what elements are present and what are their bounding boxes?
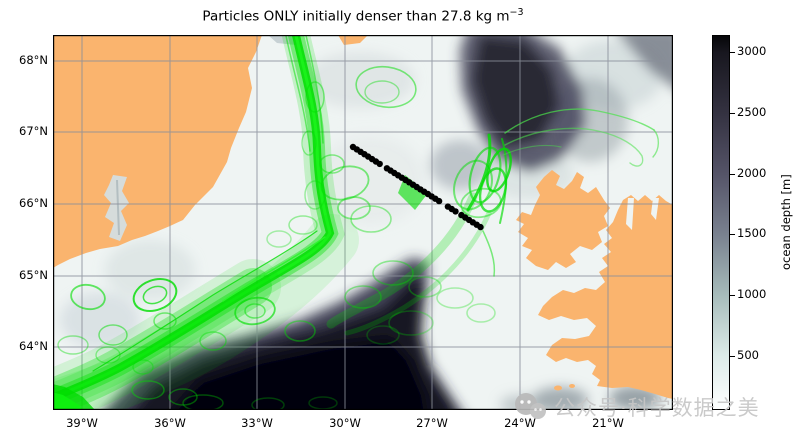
x-tick-24w: 24°W: [504, 416, 536, 430]
map-plot: [53, 35, 673, 410]
colorbar-tick: [730, 113, 735, 115]
x-tick-33w: 33°W: [241, 416, 273, 430]
title-superscript: −3: [509, 7, 524, 18]
y-tick-66n: 66°N: [19, 196, 48, 210]
greenland-landmass: [53, 35, 368, 268]
colorbar-tick: [730, 174, 735, 176]
colorbar-tick-1500: 1500: [737, 226, 767, 240]
iceland-landmass: [516, 170, 673, 399]
colorbar-label: ocean depth [m]: [779, 174, 793, 271]
x-tick-21w: 21°W: [592, 416, 624, 430]
colorbar-tick-500: 500: [737, 348, 759, 362]
colorbar-tick: [730, 356, 735, 358]
colorbar-tick-2500: 2500: [737, 105, 767, 119]
colorbar-tick: [730, 234, 735, 236]
colorbar-tick-3000: 3000: [737, 44, 767, 58]
x-tick-30w: 30°W: [329, 416, 361, 430]
x-tick-39w: 39°W: [66, 416, 98, 430]
colorbar: [712, 35, 730, 410]
greenland-fjord: [104, 175, 129, 241]
x-tick-27w: 27°W: [416, 416, 448, 430]
release-dots: [349, 143, 484, 231]
x-tick-36w: 36°W: [154, 416, 186, 430]
title-text: Particles ONLY initially denser than 27.…: [202, 8, 510, 25]
gridlines: [53, 35, 673, 410]
colorbar-tick: [730, 295, 735, 297]
map-border: [53, 35, 673, 410]
y-tick-65n: 65°N: [19, 268, 48, 282]
y-tick-68n: 68°N: [19, 53, 48, 67]
particle-trajectories: [53, 35, 660, 410]
glacier-inlet: [268, 35, 300, 45]
colorbar-tick-2000: 2000: [737, 166, 767, 180]
y-tick-67n: 67°N: [19, 124, 48, 138]
y-tick-64n: 64°N: [19, 339, 48, 353]
colorbar-tick: [730, 52, 735, 54]
colorbar-tick-1000: 1000: [737, 287, 767, 301]
page-title: Particles ONLY initially denser than 27.…: [53, 7, 673, 25]
